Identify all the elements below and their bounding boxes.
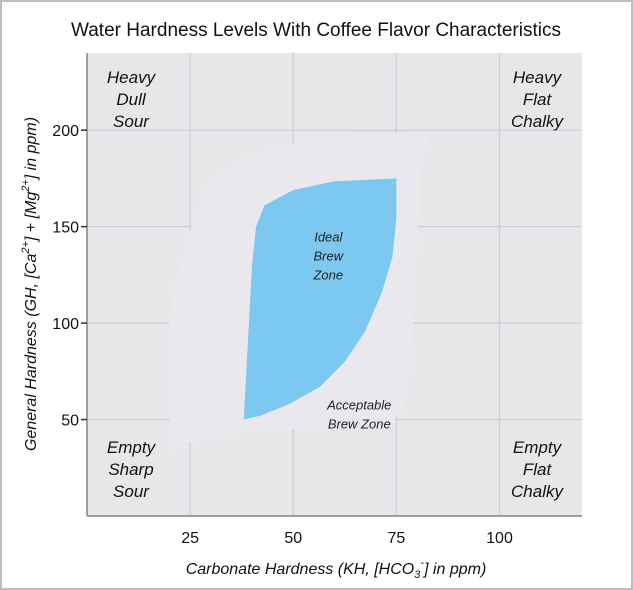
- corner-label-bottom-left: Empty Sharp Sour: [107, 438, 157, 501]
- y-tick-label-150: 150: [52, 220, 79, 237]
- y-axis-label: General Hardness (GH, [Ca2+] + [Mg2+] in…: [20, 117, 40, 451]
- corner-label-top-right: Heavy Flat Chalky: [511, 68, 564, 131]
- corner-label-top-left: Heavy Dull Sour: [107, 68, 157, 131]
- x-tick-label-100: 100: [486, 530, 513, 547]
- corner-labels: Heavy Dull Sour Heavy Flat Chalky Empty Sharp So…: [107, 68, 565, 501]
- tick-labels: 50 100 150 200 25 50 75 100: [52, 123, 513, 547]
- zone-labels: Acceptable Brew Zone Ideal Brew Zone: [312, 230, 391, 432]
- x-tick-label-50: 50: [284, 530, 302, 547]
- ideal-brew-zone-region: [243, 178, 397, 420]
- y-tick-label-50: 50: [61, 413, 79, 430]
- zone-regions: [169, 132, 430, 455]
- y-tick-label-200: 200: [52, 123, 79, 140]
- y-tick-label-100: 100: [52, 316, 79, 333]
- chart-title: Water Hardness Levels With Coffee Flavor…: [71, 20, 561, 41]
- x-tick-label-25: 25: [181, 530, 199, 547]
- ideal-brew-zone-label: Ideal Brew Zone: [312, 230, 344, 283]
- x-tick-label-75: 75: [387, 530, 405, 547]
- x-axis-label: Carbonate Hardness (KH, [HCO3-] in ppm): [186, 557, 487, 581]
- acceptable-brew-zone-label: Acceptable Brew Zone: [326, 397, 391, 431]
- corner-label-bottom-right: Empty Flat Chalky: [511, 438, 564, 501]
